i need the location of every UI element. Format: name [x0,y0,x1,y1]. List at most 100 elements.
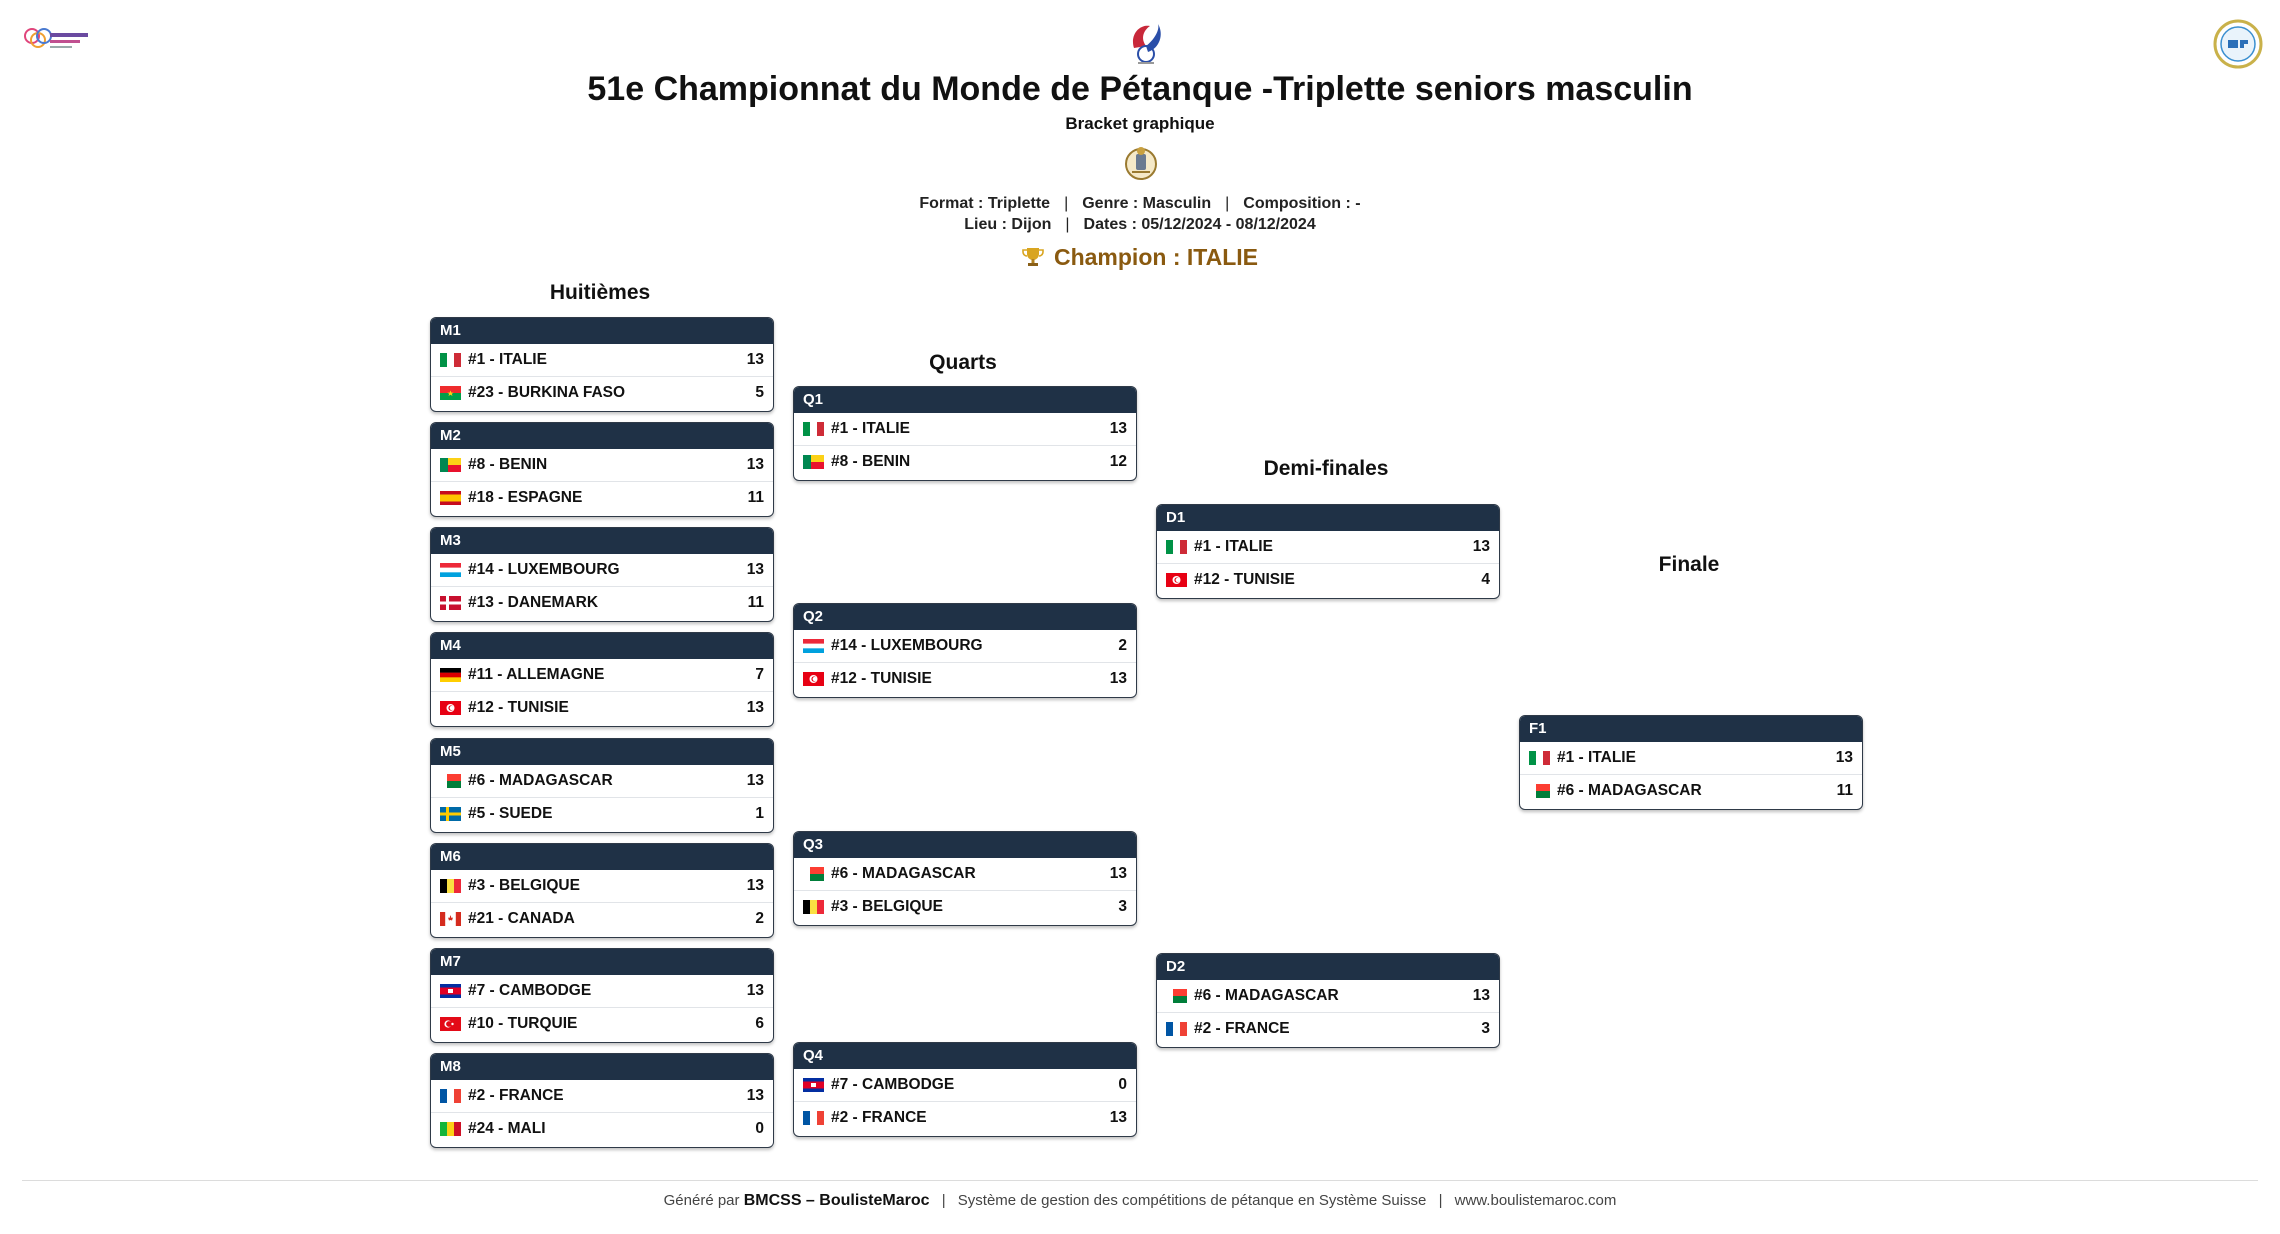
match-label: M2 [431,423,773,449]
match-label: D1 [1157,505,1499,531]
team-name: #23 - BURKINA FASO [468,384,626,401]
team-score: 13 [1109,1109,1127,1126]
match-label: Q2 [794,604,1136,630]
round-title-huitiemes: Huitièmes [549,281,651,304]
team-score: 13 [746,561,764,578]
team-row: #3 - BELGIQUE 3 [794,890,1136,923]
team-score: 13 [746,982,764,999]
team-score: 13 [746,456,764,473]
match-label: M1 [431,318,773,344]
flag-tn-icon [440,701,461,715]
match-card-m3: M3 #14 - LUXEMBOURG 13 #13 - DANEMARK 11 [430,527,774,622]
team-score: 7 [755,666,764,683]
team-name: #10 - TURQUIE [468,1015,578,1032]
match-card-m4: M4 #11 - ALLEMAGNE 7 #12 - TUNISIE 13 [430,632,774,727]
team-score: 3 [1118,898,1127,915]
team-score: 2 [755,910,764,927]
tournament-info-line-1: Format : Triplette | Genre : Masculin | Comp… [0,195,2280,213]
team-name: #8 - BENIN [831,453,911,470]
team-row: #1 - ITALIE 13 [431,344,773,376]
team-score: 13 [746,699,764,716]
team-name: #1 - ITALIE [831,420,910,437]
team-name: #3 - BELGIQUE [468,877,580,894]
team-row: #12 - TUNISIE 13 [431,691,773,724]
organizer-logo [22,22,92,58]
round-title-quarts: Quarts [929,351,997,374]
flag-de-icon [440,668,461,682]
team-score: 13 [746,351,764,368]
match-label: D2 [1157,954,1499,980]
footer-generated-prefix: Généré par [663,1192,740,1209]
page-subtitle: Bracket graphique [1065,114,1215,133]
flag-it-icon [440,353,461,367]
team-score: 12 [1109,453,1127,470]
champion-text: Champion : ITALIE [1053,244,1258,270]
separator: | [1225,195,1230,212]
team-row: #2 - FRANCE 13 [431,1080,773,1112]
team-name: #6 - MADAGASCAR [831,865,976,882]
flag-it-icon [803,422,824,436]
team-row: #24 - MALI 0 [431,1112,773,1145]
team-row: #6 - MADAGASCAR 13 [431,765,773,797]
footer-website-link[interactable]: www.boulistemaroc.com [1454,1192,1617,1209]
match-card-q3: Q3 #6 - MADAGASCAR 13 #3 - BELGIQUE 3 [793,831,1137,926]
team-row: #8 - BENIN 13 [431,449,773,481]
team-name: #7 - CAMBODGE [468,982,592,999]
team-score: 11 [747,489,764,506]
team-score: 13 [746,1087,764,1104]
team-row: #23 - BURKINA FASO 5 [431,376,773,409]
match-card-m2: M2 #8 - BENIN 13 #18 - ESPAGNE 11 [430,422,774,517]
flag-se-icon [440,807,461,821]
team-score: 13 [1835,749,1853,766]
team-row: #12 - TUNISIE 4 [1157,563,1499,596]
dates-info: Dates : 05/12/2024 - 08/12/2024 [1083,216,1316,233]
team-score: 13 [1472,987,1490,1004]
flag-bj-icon [803,455,824,469]
team-name: #13 - DANEMARK [468,594,599,611]
team-score: 11 [747,594,764,611]
team-name: #2 - FRANCE [831,1109,927,1126]
separator: | [941,1192,946,1209]
flag-mg-icon [1166,989,1187,1003]
separator: | [1064,195,1069,212]
team-row: #14 - LUXEMBOURG 13 [431,554,773,586]
team-row: #7 - CAMBODGE 13 [431,975,773,1007]
match-label: M7 [431,949,773,975]
team-name: #12 - TUNISIE [831,670,932,687]
team-score: 11 [1836,782,1853,799]
trophy-icon [1022,246,1044,274]
partner-logo [2212,18,2264,70]
team-score: 13 [1109,420,1127,437]
match-card-d2: D2 #6 - MADAGASCAR 13 #2 - FRANCE 3 [1156,953,1500,1048]
format-info: Format : Triplette [919,195,1051,212]
separator: | [1065,216,1070,233]
match-card-m1: M1 #1 - ITALIE 13 #23 - BURKINA FASO 5 [430,317,774,412]
team-score: 0 [755,1120,764,1137]
flag-kh-icon [440,984,461,998]
match-label: M4 [431,633,773,659]
flag-ml-icon [440,1122,461,1136]
team-row: #10 - TURQUIE 6 [431,1007,773,1040]
team-name: #7 - CAMBODGE [831,1076,955,1093]
team-name: #18 - ESPAGNE [468,489,583,506]
round-title-demi-finales: Demi-finales [1263,457,1389,480]
team-name: #2 - FRANCE [468,1087,564,1104]
team-score: 4 [1481,571,1490,588]
flag-bj-icon [440,458,461,472]
match-card-d1: D1 #1 - ITALIE 13 #12 - TUNISIE 4 [1156,504,1500,599]
team-row: #21 - CANADA 2 [431,902,773,935]
team-row: #3 - BELGIQUE 13 [431,870,773,902]
flag-tn-icon [1166,573,1187,587]
team-score: 13 [1472,538,1490,555]
tournament-info-line-2: Lieu : Dijon | Dates : 05/12/2024 - 08/12/… [0,216,2280,234]
footer-divider [22,1180,2258,1181]
flag-be-icon [803,900,824,914]
footer-generator: BMCSS – BoulisteMaroc [743,1192,930,1209]
team-name: #5 - SUEDE [468,805,553,822]
team-name: #1 - ITALIE [1557,749,1636,766]
match-label: M8 [431,1054,773,1080]
match-card-m5: M5 #6 - MADAGASCAR 13 #5 - SUEDE 1 [430,738,774,833]
flag-lu-icon [803,639,824,653]
team-name: #24 - MALI [468,1120,546,1137]
team-name: #8 - BENIN [468,456,548,473]
